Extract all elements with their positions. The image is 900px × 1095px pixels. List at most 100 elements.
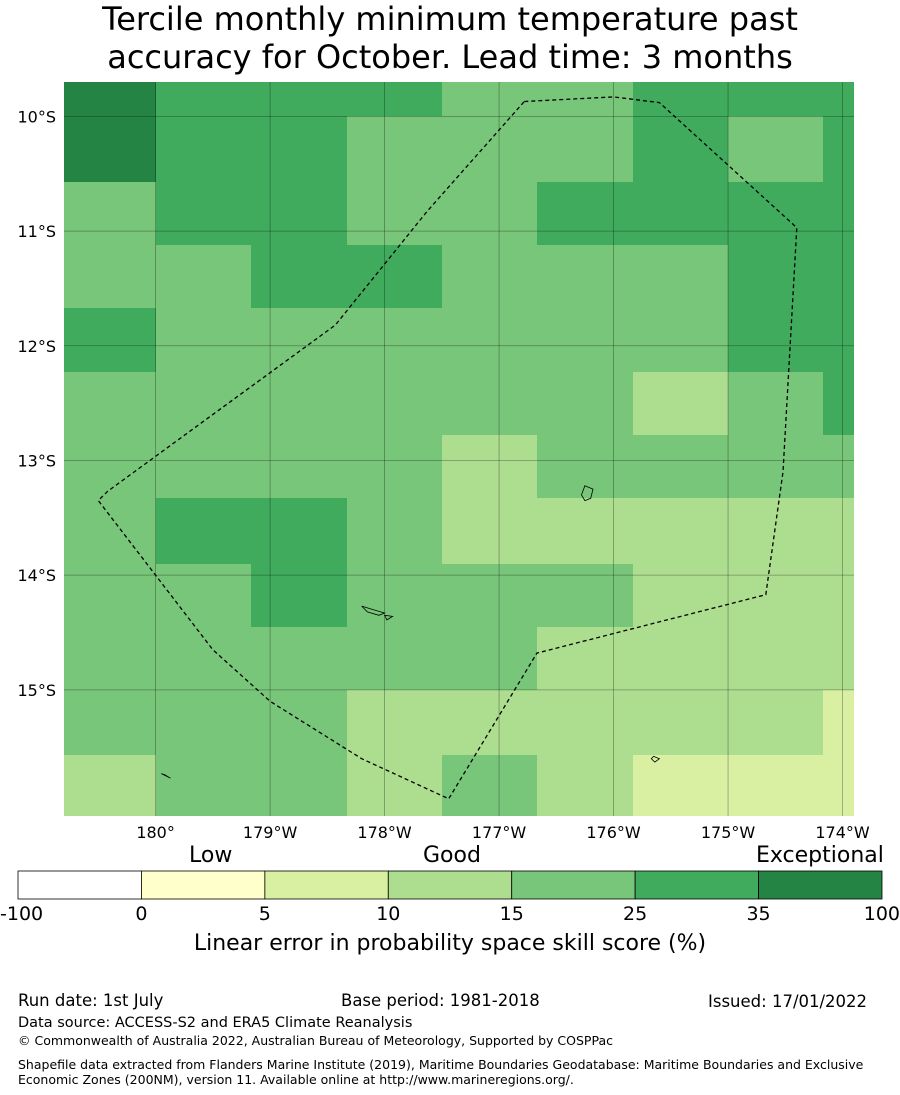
shapefile-credit: Shapefile data extracted from Flanders M… [18, 1057, 864, 1087]
grid-cell [537, 372, 633, 435]
grid-cell [823, 690, 854, 755]
grid-cell [537, 690, 633, 755]
grid-cell [347, 372, 442, 435]
grid-cell [823, 755, 854, 816]
grid-cell [251, 245, 347, 308]
grid-cell [251, 82, 347, 116]
colorbar-tick-label: 0 [135, 903, 148, 925]
grid-cell [347, 627, 442, 690]
grid-cell [537, 755, 633, 816]
grid-cell [347, 116, 442, 182]
longitude-label: 174°W [815, 823, 870, 840]
grid-cell [442, 82, 537, 116]
grid-cell [64, 755, 156, 816]
category-exceptional: Exceptional [756, 843, 884, 868]
grid-cell [537, 564, 633, 627]
grid-cell [537, 182, 633, 245]
grid-cell [728, 755, 823, 816]
grid-cell [823, 435, 854, 498]
latitude-label: 14°S [17, 566, 56, 585]
grid-cell [823, 82, 854, 116]
grid-cell [633, 82, 728, 116]
longitude-label: 178°W [357, 823, 412, 840]
grid-cell [64, 308, 156, 372]
grid-cell [156, 182, 251, 245]
grid-cell [347, 435, 442, 498]
copyright: © Commonwealth of Australia 2022, Austra… [18, 1033, 613, 1048]
graticule [64, 82, 854, 816]
grid-cell [251, 627, 347, 690]
colorbar-bin [511, 870, 636, 900]
colorbar-tick-label: 5 [258, 903, 271, 925]
skill-map: 10°S11°S12°S13°S14°S15°S 180° 179°W 178°W 1… [17, 82, 870, 840]
latitude-label: 12°S [17, 337, 56, 356]
grid-cell [64, 372, 156, 435]
grid-cell [823, 116, 854, 182]
grid-cell [537, 116, 633, 182]
island-outline [581, 485, 594, 502]
grid-cell [347, 308, 442, 372]
colorbar-bin [141, 870, 266, 900]
grid-cell [537, 627, 633, 690]
colorbar-tick-label: 35 [746, 903, 771, 925]
grid-cell [537, 245, 633, 308]
colorbar [17, 870, 883, 900]
grid-cell [442, 498, 537, 564]
grid-cell [537, 498, 633, 564]
grid-cell [156, 564, 251, 627]
grid-cell [64, 82, 156, 116]
grid-cell [251, 498, 347, 564]
grid-cell [442, 690, 537, 755]
colorbar-label: Linear error in probability space skill … [193, 931, 707, 956]
colorbar-tick-label: 15 [499, 903, 524, 925]
grid-cell [347, 245, 442, 308]
grid-cell [633, 182, 728, 245]
grid-cell [633, 308, 728, 372]
grid-cell [442, 755, 537, 816]
category-good: Good [423, 843, 481, 868]
grid-cell [442, 182, 537, 245]
island-outline [383, 614, 394, 621]
title-line-2: accuracy for October. Lead time: 3 month… [107, 38, 793, 76]
issued-date: Issued: 17/01/2022 [708, 992, 868, 1011]
grid-cell [347, 498, 442, 564]
grid-cell [442, 372, 537, 435]
run-date: Run date: 1st July [18, 991, 164, 1010]
grid-cell [442, 308, 537, 372]
grid-cell [633, 690, 728, 755]
latitude-label: 13°S [17, 451, 56, 470]
longitude-label: 176°W [586, 823, 641, 840]
longitude-label: 180° [136, 823, 175, 840]
grid-cell [251, 435, 347, 498]
grid-cell [823, 182, 854, 245]
grid-cell [728, 116, 823, 182]
grid-cell [347, 564, 442, 627]
grid-cell [64, 116, 156, 182]
grid-cell [156, 245, 251, 308]
grid-cell [156, 690, 251, 755]
grid-cell [823, 372, 854, 435]
longitude-label: 177°W [472, 823, 527, 840]
grid-cell [156, 755, 251, 816]
grid-cell [347, 82, 442, 116]
grid-cell [633, 755, 728, 816]
longitude-labels: 180° 179°W 178°W 177°W 176°W 175°W 174°W [136, 823, 870, 840]
colorbar-bin [387, 870, 513, 900]
grid-cell [347, 755, 442, 816]
coastlines [161, 485, 661, 779]
grid-cell [442, 564, 537, 627]
grid-cell [64, 690, 156, 755]
grid-cell [728, 627, 823, 690]
colorbar-bin [17, 870, 142, 900]
island-outline [161, 773, 171, 779]
grid-cell [633, 372, 728, 435]
colorbar-bin [264, 870, 389, 900]
grid-cell [156, 498, 251, 564]
map-title: Tercile monthly minimum temperature past… [0, 0, 900, 76]
grid-cell [442, 245, 537, 308]
eez-boundary [97, 96, 798, 800]
grid-cell [728, 308, 823, 372]
grid-cell [347, 690, 442, 755]
grid-cell [823, 564, 854, 627]
colorbar-tick-label: 10 [376, 903, 401, 925]
